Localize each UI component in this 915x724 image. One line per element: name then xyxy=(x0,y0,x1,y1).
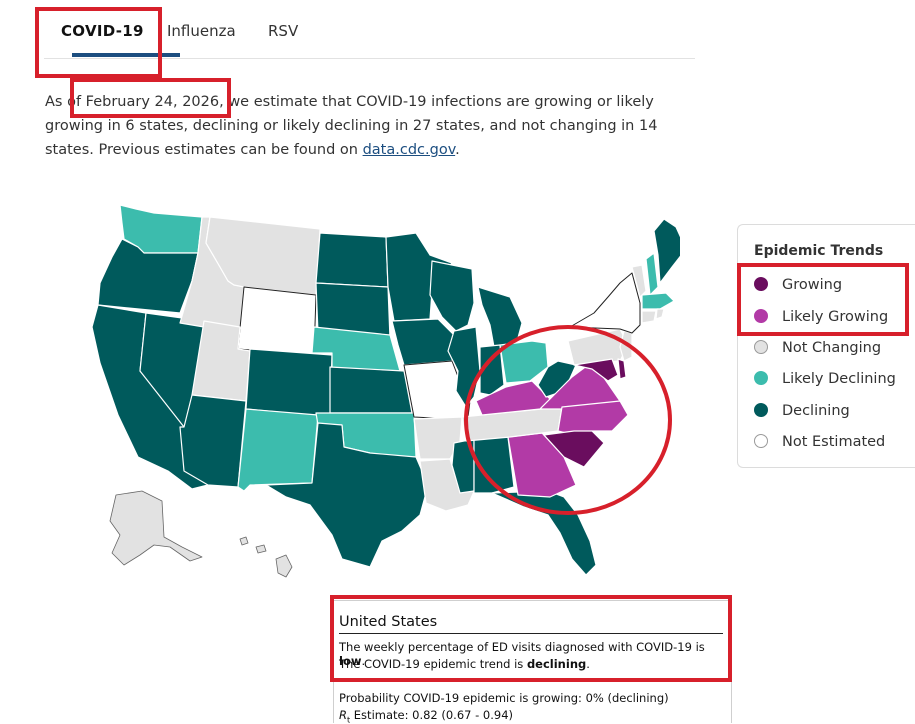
state-indiana[interactable] xyxy=(479,344,505,396)
state-wisconsin[interactable] xyxy=(429,260,475,332)
rt-subscript: t xyxy=(347,715,351,724)
tab-covid-19[interactable]: COVID-19 xyxy=(61,22,144,40)
state-alaska[interactable] xyxy=(109,490,203,566)
state-iowa[interactable] xyxy=(391,318,455,366)
not-estimated-swatch-icon xyxy=(754,434,768,448)
rt-value: Estimate: 0.82 (0.67 - 0.94) xyxy=(350,708,514,722)
state-south-carolina[interactable] xyxy=(543,430,605,468)
popup-probability: Probability COVID-19 epidemic is growing… xyxy=(339,691,669,705)
legend-item-not-estimated[interactable]: Not Estimated xyxy=(754,434,885,450)
trend-text: The COVID-19 epidemic trend is xyxy=(339,657,527,671)
us-epidemic-trends-map xyxy=(91,204,680,578)
active-tab-indicator xyxy=(72,53,180,57)
legend-label: Not Changing xyxy=(782,340,882,356)
trend-value: declining xyxy=(526,657,587,671)
state-colorado[interactable] xyxy=(245,348,333,418)
state-kansas[interactable] xyxy=(329,366,413,414)
legend-label: Declining xyxy=(782,403,850,419)
level-text: The weekly percentage of ED visits diagn… xyxy=(339,640,705,654)
legend-label: Likely Declining xyxy=(782,371,896,387)
state-hawaii[interactable] xyxy=(275,554,293,578)
legend-item-likely-growing[interactable]: Likely Growing xyxy=(754,309,888,325)
declining-swatch-icon xyxy=(754,403,768,417)
state-vermont[interactable] xyxy=(631,264,647,298)
state-florida[interactable] xyxy=(491,490,597,576)
state-maine[interactable] xyxy=(653,218,680,284)
state-rhode-island[interactable] xyxy=(655,308,665,320)
legend-item-not-changing[interactable]: Not Changing xyxy=(754,340,881,356)
state-massachusetts[interactable] xyxy=(641,292,675,310)
legend-label: Not Estimated xyxy=(782,434,886,450)
state-maryland[interactable] xyxy=(573,358,619,382)
state-north-dakota[interactable] xyxy=(315,232,389,288)
hawaii-islands xyxy=(255,544,267,554)
state-arizona[interactable] xyxy=(179,394,247,488)
popup-level-line: The weekly percentage of ED visits diagn… xyxy=(339,640,731,668)
state-new-mexico[interactable] xyxy=(237,408,319,492)
hawaii-islands xyxy=(239,536,249,546)
rt-symbol: R xyxy=(339,708,347,722)
legend-item-growing[interactable]: Growing xyxy=(754,277,842,293)
trend-end: . xyxy=(586,657,590,671)
growing-swatch-icon xyxy=(754,277,768,291)
popup-trend-line: The COVID-19 epidemic trend is declining… xyxy=(339,657,590,671)
likely-growing-swatch-icon xyxy=(754,309,768,323)
legend-item-declining[interactable]: Declining xyxy=(754,403,850,419)
legend-label: Likely Growing xyxy=(782,309,889,325)
state-info-popup: United States The weekly percentage of E… xyxy=(333,600,732,724)
legend: Epidemic Trends Growing Likely Growing N… xyxy=(737,224,915,468)
intro-body: we estimate that COVID-19 infections are… xyxy=(45,94,658,158)
estimate-date: February 24, 2026, xyxy=(85,94,224,110)
level-end: . xyxy=(361,654,366,668)
state-michigan[interactable] xyxy=(477,286,523,348)
popup-title: United States xyxy=(339,614,438,630)
state-missouri[interactable] xyxy=(403,360,471,420)
state-wyoming[interactable] xyxy=(237,286,317,356)
tab-bar: COVID-19 Influenza RSV xyxy=(44,0,695,59)
state-new-york[interactable] xyxy=(569,272,641,334)
intro-suffix: . xyxy=(455,142,460,158)
data-cdc-gov-link[interactable]: data.cdc.gov xyxy=(362,142,456,158)
legend-item-likely-declining[interactable]: Likely Declining xyxy=(754,371,896,387)
state-louisiana[interactable] xyxy=(419,458,477,512)
state-oregon[interactable] xyxy=(97,238,199,314)
legend-label: Growing xyxy=(782,277,843,293)
state-new-hampshire[interactable] xyxy=(645,252,659,296)
level-value: low xyxy=(339,654,362,668)
popup-rt-estimate: Rt Estimate: 0.82 (0.67 - 0.94) xyxy=(339,708,513,724)
intro-prefix: As of xyxy=(45,94,86,110)
tab-rsv[interactable]: RSV xyxy=(268,22,299,40)
intro-text: As of February 24, 2026, we estimate tha… xyxy=(45,90,705,162)
popup-divider xyxy=(339,633,723,634)
not-changing-swatch-icon xyxy=(754,340,768,354)
state-delaware[interactable] xyxy=(617,358,627,380)
state-connecticut[interactable] xyxy=(641,310,657,324)
legend-title: Epidemic Trends xyxy=(754,243,884,259)
likely-declining-swatch-icon xyxy=(754,371,768,385)
tab-influenza[interactable]: Influenza xyxy=(167,22,236,40)
state-north-carolina[interactable] xyxy=(557,400,629,436)
state-texas[interactable] xyxy=(265,422,427,568)
highlight-circle xyxy=(464,325,672,515)
